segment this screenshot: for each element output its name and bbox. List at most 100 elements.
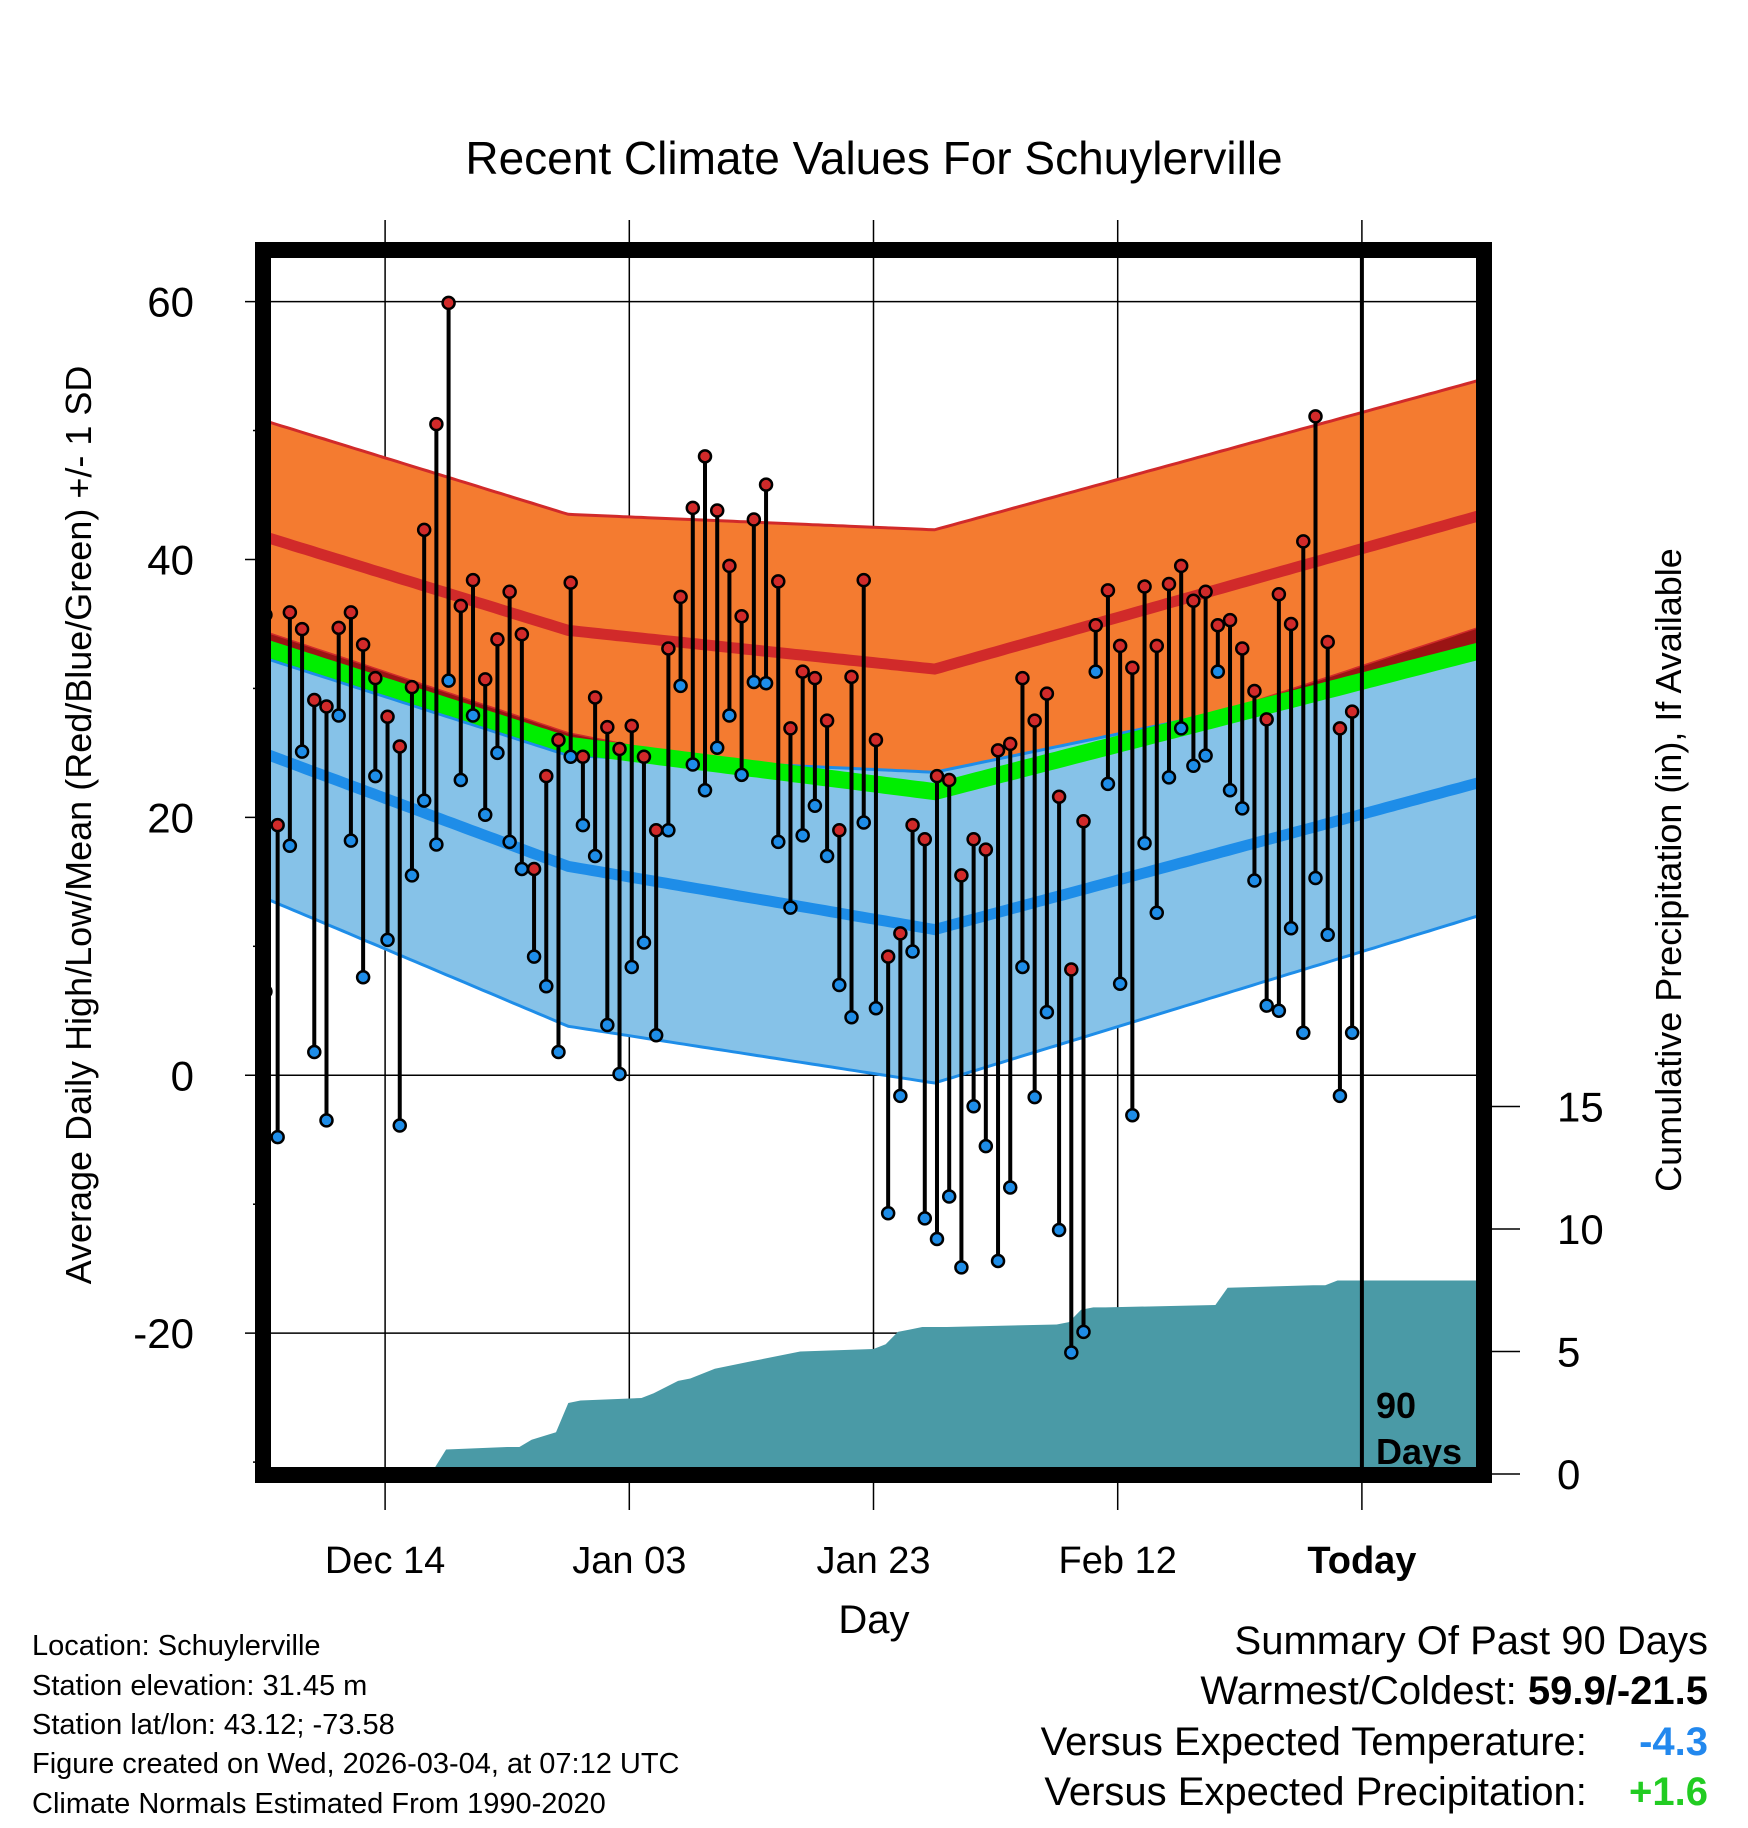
daily-low-point: [1259, 998, 1274, 1013]
daily-low-point: [648, 1028, 664, 1043]
summary-precip-label: Versus Expected Precipitation:: [1044, 1770, 1587, 1814]
daily-high-point: [307, 692, 322, 708]
daily-low-point: [832, 977, 847, 993]
y-right-tick-label: 0: [1557, 1451, 1580, 1498]
summary-warmest: Warmest/Coldest: 59.9/-21.5: [1200, 1671, 1708, 1711]
daily-high-point: [1234, 641, 1250, 656]
daily-low-point: [1210, 664, 1226, 679]
daily-low-point: [1137, 835, 1152, 851]
y-right-tick-label: 5: [1557, 1329, 1580, 1376]
daily-high-point: [1210, 617, 1226, 633]
y-tick-label: -20: [133, 1310, 194, 1357]
daily-low-point: [1320, 927, 1335, 942]
daily-high-point: [1051, 789, 1067, 804]
daily-high-point: [465, 572, 481, 588]
daily-low-point: [392, 1118, 408, 1133]
daily-low-point: [819, 848, 835, 864]
normal-low-band: [263, 657, 1484, 1083]
daily-low-point: [416, 793, 432, 808]
daily-low-point: [990, 1253, 1006, 1269]
summary-warmest-value: 59.9/-21.5: [1527, 1669, 1708, 1713]
daily-low-point: [624, 959, 639, 975]
daily-high-point: [1064, 962, 1079, 977]
daily-high-point: [453, 598, 469, 614]
daily-low-point: [526, 949, 542, 964]
daily-high-point: [1271, 587, 1287, 602]
daily-high-point: [990, 743, 1006, 758]
daily-high-point: [709, 503, 725, 518]
summary-heading: Summary Of Past 90 Days: [1234, 1619, 1708, 1663]
daily-high-point: [1308, 409, 1323, 424]
normal-high-band: [263, 378, 1484, 808]
daily-low-point: [1149, 905, 1165, 921]
daily-high-point: [1344, 704, 1360, 719]
daily-low-point: [307, 1044, 322, 1060]
daily-high-point: [587, 690, 603, 705]
daily-high-point: [807, 670, 823, 686]
daily-low-point: [807, 798, 823, 814]
marker-label: 90 Days: [1376, 1385, 1462, 1472]
x-tick-label: Jan 23: [816, 1540, 930, 1582]
daily-high-point: [563, 575, 578, 590]
daily-high-point: [734, 608, 749, 624]
daily-high-point: [490, 632, 505, 647]
y-axis-right-label: Cumulative Precipitation (in), If Availa…: [1648, 548, 1689, 1192]
daily-high-point: [1173, 558, 1189, 574]
daily-low-point: [1051, 1222, 1067, 1238]
daily-low-point: [1064, 1345, 1079, 1360]
daily-high-point: [600, 719, 615, 735]
precip-area: [263, 1280, 1484, 1474]
daily-low-point: [319, 1113, 334, 1128]
daily-low-point: [978, 1138, 994, 1154]
daily-high-point: [1137, 579, 1152, 594]
daily-high-point: [1247, 683, 1262, 699]
daily-high-point: [1283, 616, 1299, 632]
daily-high-point: [368, 670, 383, 686]
daily-high-point: [1125, 660, 1140, 676]
daily-high-point: [893, 926, 908, 941]
daily-high-point: [1088, 617, 1103, 633]
daily-low-point: [954, 1260, 969, 1275]
daily-high-point: [319, 699, 334, 714]
daily-high-point: [673, 589, 688, 605]
daily-high-point: [416, 522, 432, 538]
daily-low-point: [795, 828, 810, 843]
footer-created: Figure created on Wed, 2026-03-04, at 07…: [32, 1748, 680, 1780]
footer-latlon: Station lat/lon: 43.12; -73.58: [32, 1709, 395, 1741]
daily-high-point: [856, 572, 871, 588]
daily-low-point: [905, 944, 920, 959]
daily-low-point: [612, 1066, 627, 1082]
daily-high-point: [355, 637, 371, 652]
daily-high-point: [954, 868, 969, 883]
daily-low-point: [1125, 1107, 1140, 1123]
daily-low-point: [1283, 921, 1299, 936]
daily-low-point: [465, 708, 481, 723]
daily-high-point: [514, 627, 530, 642]
daily-low-point: [502, 834, 517, 850]
daily-low-point: [282, 838, 298, 853]
daily-high-point: [1259, 712, 1274, 727]
daily-low-point: [1076, 1324, 1091, 1340]
daily-high-point: [331, 620, 346, 636]
summary-warmest-label: Warmest/Coldest:: [1200, 1669, 1517, 1713]
footer-location: Location: Schuylerville: [32, 1630, 321, 1662]
daily-high-point: [1100, 583, 1116, 598]
daily-low-point: [1186, 758, 1201, 774]
daily-low-point: [355, 970, 371, 985]
daily-high-point: [526, 861, 542, 877]
daily-low-point: [893, 1088, 908, 1104]
daily-high-point: [1015, 670, 1030, 686]
daily-low-point: [1003, 1180, 1018, 1195]
daily-low-point: [1112, 976, 1128, 991]
daily-high-point: [819, 713, 835, 728]
daily-high-point: [1222, 612, 1238, 628]
summary-temp-label: Versus Expected Temperature:: [1040, 1720, 1587, 1764]
daily-low-point: [600, 1017, 615, 1033]
daily-high-point: [380, 709, 395, 725]
daily-high-point: [612, 741, 627, 757]
daily-high-point: [392, 739, 408, 754]
summary-temp-value: -4.3: [1639, 1720, 1708, 1764]
daily-low-point: [1332, 1088, 1348, 1104]
daily-high-point: [795, 664, 810, 679]
daily-low-point: [1247, 873, 1262, 888]
